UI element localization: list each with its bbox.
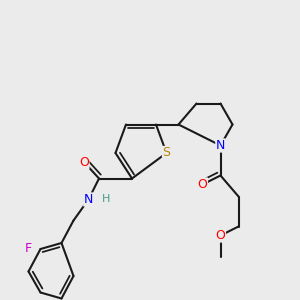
Text: O: O: [79, 155, 89, 169]
Text: S: S: [163, 146, 170, 160]
Text: H: H: [102, 194, 111, 205]
Text: N: N: [216, 139, 225, 152]
Text: F: F: [25, 242, 32, 256]
Text: N: N: [84, 193, 93, 206]
Text: O: O: [216, 229, 225, 242]
Text: O: O: [198, 178, 207, 191]
